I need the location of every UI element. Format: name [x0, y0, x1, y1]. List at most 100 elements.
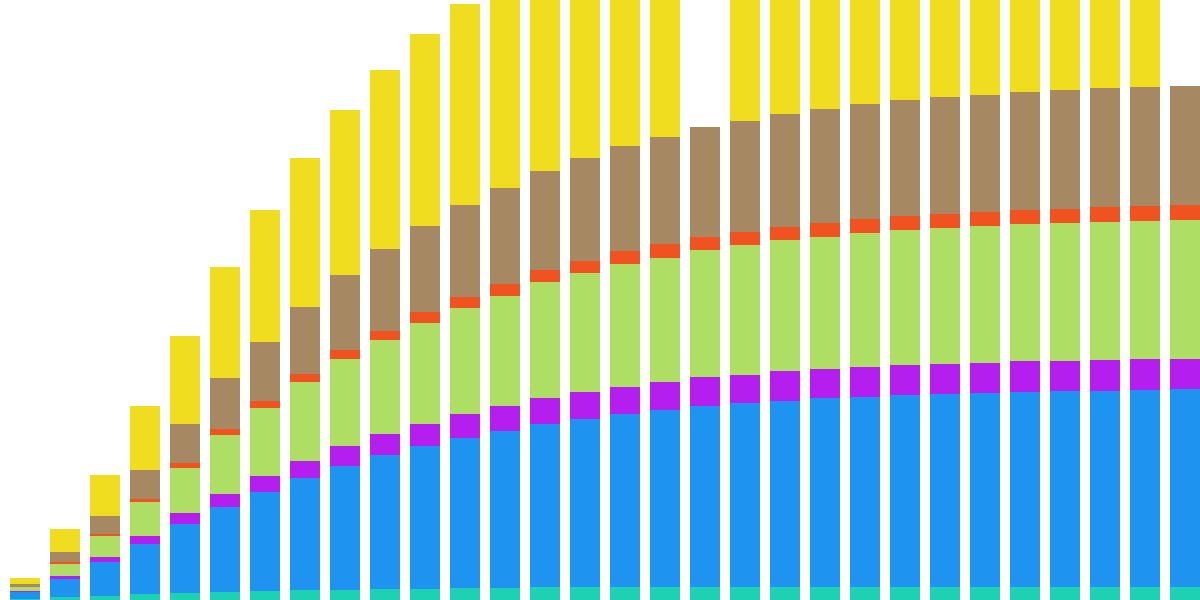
bar-segment: [970, 363, 1000, 393]
bar-segment: [770, 240, 800, 371]
bar-column: [330, 110, 360, 600]
bar-segment: [650, 137, 680, 245]
bar-segment: [970, 95, 1000, 213]
bar-column: [890, 0, 920, 600]
bar-segment: [210, 592, 240, 600]
bar-segment: [730, 375, 760, 404]
bar-segment: [1050, 391, 1080, 586]
bar-segment: [610, 251, 640, 264]
bar-segment: [50, 552, 80, 562]
bar-segment: [410, 323, 440, 424]
bar-segment: [1130, 206, 1160, 221]
bar-segment: [930, 97, 960, 214]
bar-segment: [210, 378, 240, 428]
bar-segment: [210, 494, 240, 507]
bar-segment: [50, 529, 80, 553]
bar-segment: [490, 406, 520, 431]
bar-segment: [90, 475, 120, 516]
bar-segment: [330, 110, 360, 275]
bar-segment: [370, 434, 400, 455]
bar-segment: [610, 387, 640, 414]
stacked-bar-chart: [0, 0, 1200, 600]
bar-segment: [490, 296, 520, 407]
bar-segment: [370, 340, 400, 434]
bar-segment: [970, 0, 1000, 95]
bar-segment: [1010, 210, 1040, 224]
bar-segment: [370, 589, 400, 600]
bar-segment: [730, 0, 760, 121]
bar-segment: [610, 414, 640, 588]
bar-segment: [370, 249, 400, 330]
bar-segment: [970, 226, 1000, 363]
bar-segment: [1130, 390, 1160, 587]
bar-segment: [810, 398, 840, 586]
bar-segment: [410, 446, 440, 589]
bar-segment: [690, 377, 720, 406]
bar-segment: [250, 591, 280, 600]
bar-segment: [770, 227, 800, 240]
bar-segment: [330, 590, 360, 600]
bar-column: [410, 34, 440, 600]
bar-segment: [810, 223, 840, 237]
bar-segment: [1010, 392, 1040, 587]
bar-segment: [1090, 0, 1120, 88]
bar-column: [650, 0, 680, 600]
bar-segment: [1170, 86, 1200, 206]
bar-segment: [570, 392, 600, 419]
bar-column: [370, 70, 400, 600]
bar-segment: [930, 364, 960, 394]
bar-segment: [170, 424, 200, 463]
bar-segment: [450, 588, 480, 600]
bar-segment: [570, 273, 600, 392]
bar-segment: [290, 307, 320, 374]
bar-segment: [1170, 359, 1200, 390]
bar-segment: [290, 382, 320, 460]
bar-segment: [730, 587, 760, 600]
bar-segment: [890, 365, 920, 395]
bar-segment: [290, 590, 320, 600]
bar-column: [90, 475, 120, 600]
bar-segment: [490, 188, 520, 283]
bar-segment: [250, 476, 280, 492]
bar-column: [1010, 0, 1040, 600]
bar-column: [530, 0, 560, 600]
bar-segment: [530, 587, 560, 600]
bar-segment: [810, 109, 840, 223]
bar-segment: [130, 536, 160, 544]
bar-segment: [650, 258, 680, 383]
bar-segment: [490, 588, 520, 600]
bar-segment: [330, 359, 360, 446]
bar-segment: [90, 536, 120, 557]
bar-segment: [1050, 90, 1080, 208]
bar-segment: [330, 350, 360, 359]
bar-segment: [370, 455, 400, 589]
bar-segment: [650, 0, 680, 137]
bar-segment: [1050, 209, 1080, 223]
bar-segment: [650, 244, 680, 257]
bar-segment: [170, 593, 200, 600]
bar-segment: [890, 0, 920, 100]
bar-segment: [170, 468, 200, 514]
bar-segment: [50, 564, 80, 576]
bar-segment: [530, 270, 560, 282]
bar-segment: [850, 0, 880, 104]
bar-segment: [410, 312, 440, 323]
bar-column: [290, 158, 320, 600]
bar-segment: [810, 0, 840, 109]
bar-segment: [690, 587, 720, 600]
bar-segment: [1170, 205, 1200, 220]
bar-segment: [1010, 587, 1040, 600]
bar-segment: [610, 0, 640, 146]
bar-segment: [970, 393, 1000, 587]
bar-column: [690, 127, 720, 600]
bar-segment: [330, 275, 360, 350]
bar-segment: [930, 228, 960, 364]
bar-segment: [450, 308, 480, 414]
bar-segment: [930, 214, 960, 228]
bar-segment: [1010, 361, 1040, 392]
bar-segment: [90, 596, 120, 600]
bar-segment: [570, 587, 600, 600]
bar-segment: [890, 395, 920, 587]
bar-segment: [770, 587, 800, 600]
bar-column: [610, 0, 640, 600]
